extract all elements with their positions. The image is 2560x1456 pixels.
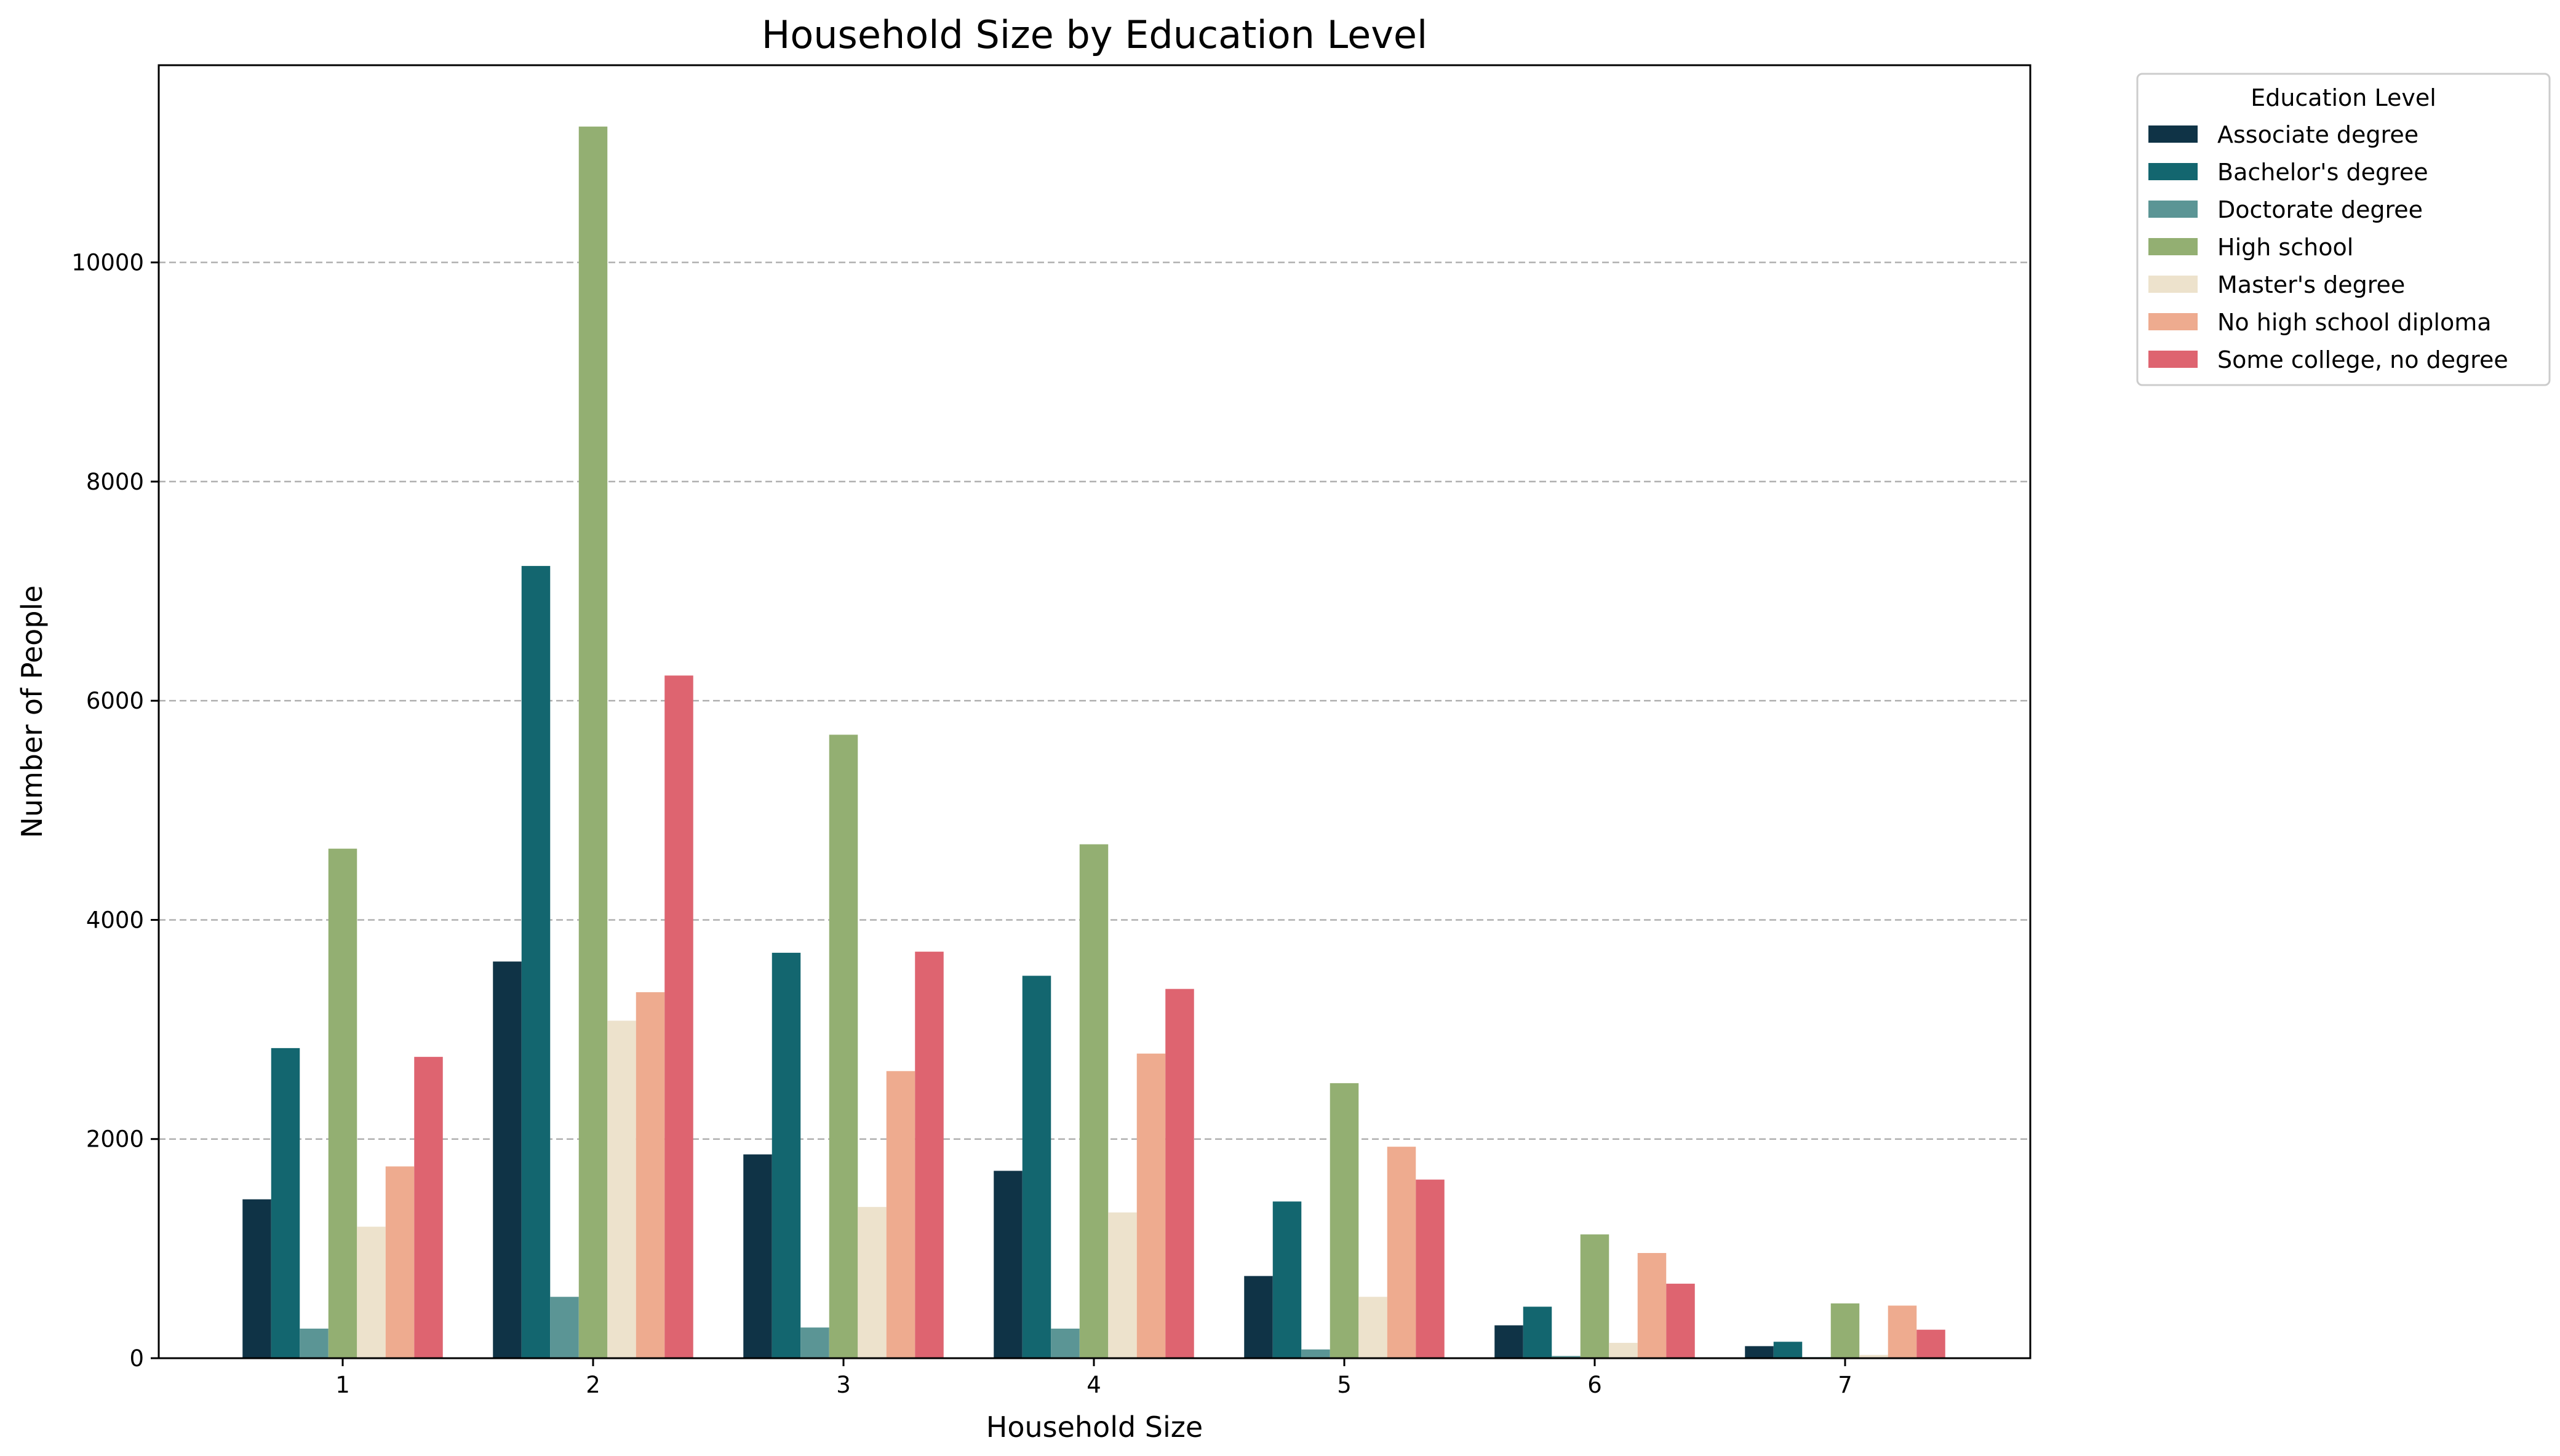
bar <box>664 675 693 1358</box>
bar <box>300 1328 329 1358</box>
bar <box>1301 1349 1330 1358</box>
bar <box>271 1048 300 1358</box>
legend-label: Some college, no degree <box>2217 346 2508 373</box>
bar <box>242 1199 271 1358</box>
legend-swatch <box>2148 125 2198 143</box>
legend-label: No high school diploma <box>2217 309 2492 336</box>
bar <box>886 1071 915 1358</box>
legend: Education Level Associate degree Bachelor… <box>2136 73 2551 386</box>
bar <box>1523 1307 1552 1358</box>
y-tick-label: 0 <box>129 1345 144 1372</box>
bar <box>772 952 801 1358</box>
bar <box>1916 1329 1945 1358</box>
x-tick-label: 4 <box>1087 1372 1101 1398</box>
bar <box>1637 1252 1667 1358</box>
bar <box>1859 1355 1888 1358</box>
y-tick-label: 6000 <box>86 688 144 714</box>
bar <box>1079 844 1109 1358</box>
bar <box>385 1166 415 1358</box>
bar <box>1888 1305 1917 1358</box>
x-tick-label: 3 <box>836 1372 851 1398</box>
bar <box>1830 1303 1860 1358</box>
legend-swatch <box>2148 163 2198 180</box>
x-tick-label: 5 <box>1337 1372 1352 1398</box>
y-axis-title: Number of People <box>15 585 49 838</box>
y-tick-label: 2000 <box>86 1126 144 1153</box>
bar <box>858 1207 887 1358</box>
bar <box>1387 1147 1416 1358</box>
x-tick-label: 6 <box>1587 1372 1602 1398</box>
bar <box>1494 1325 1523 1358</box>
bar <box>1745 1346 1774 1358</box>
legend-label: Master's degree <box>2217 271 2405 298</box>
legend-swatch <box>2148 276 2198 293</box>
bar <box>1580 1234 1609 1358</box>
legend-label: Associate degree <box>2217 121 2418 148</box>
bar <box>1552 1356 1581 1358</box>
bar <box>1358 1297 1387 1358</box>
bar <box>1165 989 1194 1358</box>
y-tick-label: 10000 <box>71 250 144 276</box>
chart-title: Household Size by Education Level <box>762 12 1428 57</box>
bar <box>521 566 551 1359</box>
bar <box>994 1171 1023 1358</box>
legend-label: High school <box>2217 234 2353 261</box>
bar <box>1666 1283 1695 1358</box>
legend-title: Education Level <box>2251 84 2436 111</box>
bar <box>1108 1212 1137 1358</box>
bar <box>1330 1083 1359 1358</box>
x-tick-label: 2 <box>586 1372 600 1398</box>
bar <box>328 848 357 1358</box>
legend-label: Bachelor's degree <box>2217 159 2428 186</box>
bar <box>1416 1179 1445 1358</box>
legend-items: Associate degree Bachelor's degree Doctora… <box>2148 121 2508 373</box>
legend-label: Doctorate degree <box>2217 196 2423 223</box>
bar <box>493 961 522 1358</box>
bars-group <box>242 126 1945 1359</box>
y-axis-ticks: 0 2000 4000 6000 8000 10000 <box>71 250 159 1372</box>
x-axis-title: Household Size <box>986 1410 1203 1444</box>
bar <box>1773 1342 1803 1358</box>
bar <box>1136 1053 1166 1358</box>
y-tick-label: 4000 <box>86 907 144 933</box>
legend-swatch <box>2148 201 2198 218</box>
bar <box>1022 976 1051 1358</box>
bar <box>607 1020 636 1358</box>
bar <box>1051 1328 1080 1358</box>
x-tick-label: 7 <box>1838 1372 1852 1398</box>
legend-box <box>2136 73 2551 386</box>
legend-swatch <box>2148 351 2198 368</box>
bar <box>414 1057 443 1358</box>
bar <box>743 1154 772 1358</box>
bar <box>1244 1276 1273 1358</box>
x-axis-ticks: 1 2 3 4 5 6 7 <box>335 1358 1852 1398</box>
bar <box>1609 1343 1638 1358</box>
bar <box>829 734 858 1358</box>
bar <box>800 1327 829 1358</box>
bar <box>915 952 944 1358</box>
y-tick-label: 8000 <box>86 469 144 495</box>
bar <box>578 126 608 1358</box>
bar <box>550 1297 579 1358</box>
legend-swatch <box>2148 313 2198 330</box>
x-tick-label: 1 <box>335 1372 350 1398</box>
bar <box>636 992 665 1358</box>
legend-swatch <box>2148 238 2198 255</box>
bar <box>1272 1201 1302 1358</box>
bar <box>357 1227 386 1358</box>
